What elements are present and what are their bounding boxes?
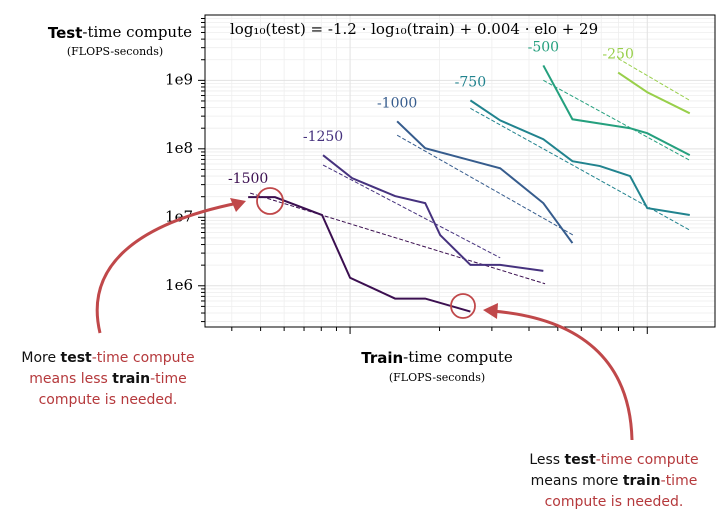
- annotation-text: means more train-time: [531, 473, 698, 489]
- series-line: [617, 71, 691, 115]
- series-line: [248, 196, 471, 313]
- y-tick-label: 1e8: [165, 139, 193, 157]
- y-axis-unit: (FLOPS-seconds): [67, 45, 163, 58]
- arrow-head: [230, 198, 246, 212]
- arrow: [95, 201, 239, 334]
- series-line: [469, 99, 690, 216]
- annotation-run: means less: [29, 371, 112, 387]
- annotation-run: -time: [150, 371, 187, 387]
- arrow: [491, 309, 634, 441]
- y-tick-label: 1e9: [165, 70, 193, 88]
- annotation-run: More: [21, 350, 60, 366]
- series-label: -1250: [303, 129, 343, 145]
- label-run: -time compute: [403, 348, 513, 366]
- highlight-circle: [450, 293, 476, 319]
- annotation-run: -time compute: [596, 452, 699, 468]
- annotation-run: compute is needed.: [545, 494, 684, 510]
- x-axis-label: Train-time compute: [361, 348, 513, 367]
- chart-title: log₁₀(test) = -1.2 · log₁₀(train) + 0.00…: [230, 20, 598, 38]
- series-lines: -1500 -1250 -1000 -750 -500 -250: [228, 39, 691, 313]
- label-run: Train: [361, 349, 403, 367]
- annotation-text: Less test-time compute: [529, 452, 698, 468]
- annotation-run: -time: [661, 473, 698, 489]
- label-run: -time compute: [82, 23, 192, 41]
- series-label: -1500: [228, 171, 268, 187]
- annotation-run: -time compute: [92, 350, 195, 366]
- fit-line: [617, 58, 691, 101]
- plot-frame: [204, 14, 716, 328]
- y-tick-label: 1e6: [165, 276, 193, 294]
- label-run: Test: [48, 24, 83, 42]
- annotation-run: train: [112, 371, 150, 387]
- annotation-text: compute is needed.: [39, 392, 178, 408]
- annotation-text: More test-time compute: [21, 350, 194, 366]
- series-label: -500: [528, 39, 559, 55]
- fit-line: [249, 192, 546, 285]
- arrow-head: [483, 303, 498, 319]
- annotation-run: means more: [531, 473, 623, 489]
- fit-lines: [249, 58, 691, 285]
- series-label: -1000: [377, 95, 417, 111]
- series-line: [542, 64, 691, 156]
- annotation-run: test: [565, 452, 597, 468]
- x-axis-unit: (FLOPS-seconds): [389, 371, 485, 384]
- annotation-text: means less train-time: [29, 371, 187, 387]
- annotation-run: Less: [529, 452, 564, 468]
- series-label: -750: [455, 74, 486, 90]
- fit-line: [322, 164, 501, 259]
- highlight-circle: [256, 187, 284, 215]
- fit-line: [396, 134, 574, 236]
- annotation-run: test: [61, 350, 93, 366]
- annotation-run: compute is needed.: [39, 392, 178, 408]
- y-axis-label: Test-time compute: [48, 23, 192, 42]
- annotation-text: compute is needed.: [545, 494, 684, 510]
- annotation-run: train: [623, 473, 661, 489]
- series-line: [322, 154, 544, 272]
- fit-line: [543, 79, 691, 161]
- series-label: -250: [602, 47, 633, 63]
- series-line: [396, 120, 574, 244]
